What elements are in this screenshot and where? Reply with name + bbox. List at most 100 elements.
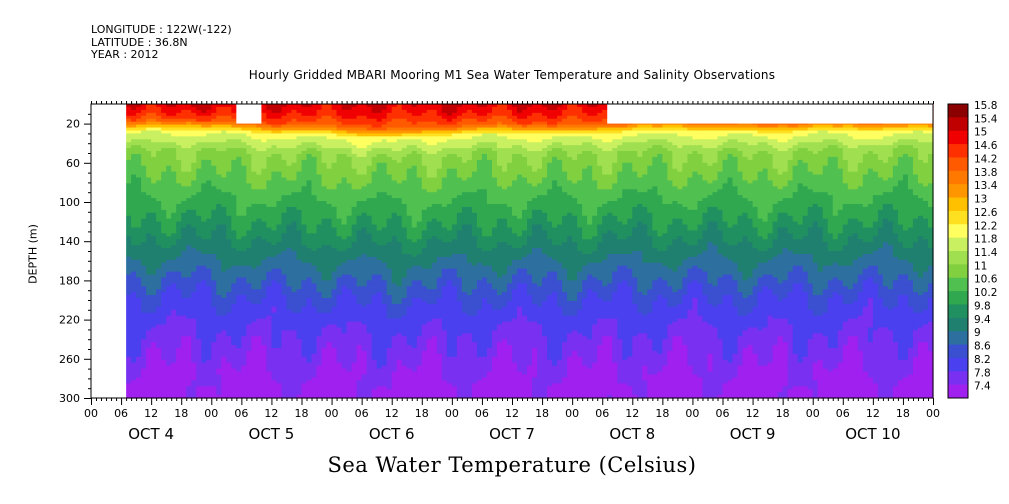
heatmap-cell <box>306 195 313 199</box>
heatmap-cell <box>351 106 358 111</box>
heatmap-cell <box>306 318 313 323</box>
heatmap-cell <box>241 350 247 355</box>
heatmap-cell <box>276 159 283 164</box>
heatmap-cell <box>316 156 323 161</box>
heatmap-cell <box>316 377 323 381</box>
heatmap-cell <box>271 236 278 240</box>
heatmap-cell <box>316 251 323 255</box>
heatmap-cell <box>176 256 182 261</box>
heatmap-cell <box>186 389 192 393</box>
heatmap-cell <box>286 245 293 249</box>
heatmap-cell <box>161 251 167 255</box>
heatmap-cell <box>146 195 152 199</box>
heatmap-cell <box>266 209 273 214</box>
heatmap-cell <box>331 218 338 223</box>
heatmap-cell <box>181 365 187 370</box>
heatmap-cell <box>221 368 227 373</box>
heatmap-cell <box>326 359 333 364</box>
heatmap-cell <box>246 174 252 179</box>
heatmap-cell <box>126 256 132 261</box>
heatmap-cell <box>311 186 318 190</box>
heatmap-cell <box>336 286 343 290</box>
heatmap-cell <box>311 156 318 161</box>
heatmap-cell <box>231 136 237 140</box>
heatmap-cell <box>141 303 147 308</box>
heatmap-cell <box>286 139 293 143</box>
heatmap-cell <box>196 121 202 126</box>
heatmap-cell <box>161 130 167 134</box>
heatmap-cell <box>201 259 207 264</box>
heatmap-cell <box>126 342 132 346</box>
heatmap-cell <box>256 283 262 287</box>
heatmap-cell <box>136 298 142 302</box>
heatmap-cell <box>336 174 343 179</box>
heatmap-cell <box>181 315 187 320</box>
heatmap-cell <box>291 277 298 281</box>
heatmap-cell <box>171 371 177 376</box>
heatmap-cell <box>256 206 262 211</box>
heatmap-cell <box>266 324 273 329</box>
heatmap-cell <box>251 239 257 243</box>
heatmap-cell <box>266 377 273 381</box>
heatmap-cell <box>241 177 247 182</box>
heatmap-cell <box>256 198 262 202</box>
heatmap-cell <box>181 353 187 358</box>
heatmap-cell <box>311 365 318 370</box>
heatmap-cell <box>336 277 343 281</box>
heatmap-cell <box>241 392 247 396</box>
heatmap-cell <box>276 180 283 184</box>
heatmap-cell <box>216 209 222 214</box>
heatmap-cell <box>251 392 257 396</box>
heatmap-cell <box>246 201 252 205</box>
heatmap-cell <box>176 362 182 367</box>
heatmap-cell <box>216 309 222 314</box>
heatmap-cell <box>301 148 308 152</box>
heatmap-cell <box>301 268 308 273</box>
heatmap-cell <box>266 277 273 281</box>
heatmap-cell <box>186 262 192 267</box>
heatmap-cell <box>266 115 273 120</box>
heatmap-cell <box>231 151 237 155</box>
heatmap-cell <box>306 203 313 208</box>
heatmap-cell <box>321 153 328 158</box>
heatmap-cell <box>351 203 358 208</box>
heatmap-cell <box>291 274 298 279</box>
heatmap-cell <box>206 242 212 246</box>
heatmap-cell <box>276 168 283 173</box>
heatmap-cell <box>256 192 262 196</box>
heatmap-cell <box>261 327 268 331</box>
heatmap-cell <box>186 165 192 170</box>
heatmap-cell <box>246 186 252 190</box>
heatmap-cell <box>146 171 152 176</box>
heatmap-cell <box>131 148 137 152</box>
heatmap-cell <box>216 227 222 232</box>
heatmap-cell <box>271 274 278 279</box>
heatmap-cell <box>261 168 268 173</box>
heatmap-cell <box>131 306 137 311</box>
heatmap-cell <box>146 153 152 158</box>
heatmap-cell <box>131 233 137 237</box>
heatmap-cell <box>256 259 262 264</box>
heatmap-cell <box>326 121 333 126</box>
heatmap-cell <box>286 339 293 343</box>
heatmap-cell <box>191 118 197 123</box>
heatmap-cell <box>156 109 162 114</box>
heatmap-cell <box>266 265 273 270</box>
heatmap-cell <box>301 142 308 146</box>
heatmap-cell <box>266 330 273 334</box>
heatmap-cell <box>346 198 353 202</box>
heatmap-cell <box>221 327 227 331</box>
heatmap-cell <box>126 277 132 281</box>
heatmap-cell <box>221 345 227 349</box>
heatmap-cell <box>331 156 338 161</box>
heatmap-cell <box>316 248 323 252</box>
heatmap-cell <box>171 295 177 299</box>
heatmap-cell <box>181 259 187 264</box>
heatmap-cell <box>201 268 207 273</box>
heatmap-cell <box>131 295 137 299</box>
heatmap-cell <box>336 133 343 137</box>
heatmap-cell <box>211 183 217 187</box>
heatmap-cell <box>186 177 192 182</box>
heatmap-cell <box>231 198 237 202</box>
heatmap-cell <box>216 174 222 179</box>
